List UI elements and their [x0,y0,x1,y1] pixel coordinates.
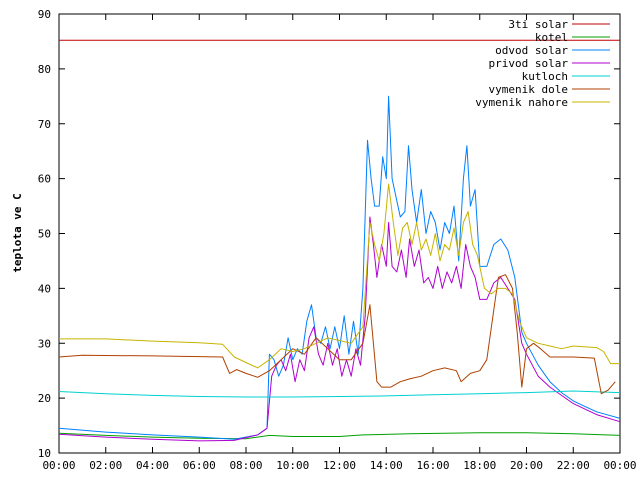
series-line-vymenik-nahore [59,183,620,369]
y-tick-label: 30 [38,337,51,350]
x-axis: 00:00 02:00 04:00 06:00 08:00 10:00 12:00 14:00… [42,14,637,472]
x-tick-label: 18:00 [463,459,496,472]
x-tick-label: 06:00 [183,459,216,472]
series-line-kutloch [58,390,621,398]
y-tick-label: 40 [38,282,51,295]
y-tick-label: 80 [38,63,51,76]
legend-label-3ti-solar: 3ti solar [508,18,568,31]
x-tick-label: 02:00 [89,459,122,472]
y-axis: 10 20 30 40 50 60 70 80 90 [38,8,620,460]
x-tick-label: 16:00 [416,459,449,472]
x-tick-label: 10:00 [276,459,309,472]
series-line-odvod-solar [58,95,621,440]
series-lines [58,39,621,442]
y-tick-label: 20 [38,392,51,405]
legend-label-kutloch: kutloch [522,70,568,83]
series-line-vymenik-dole [58,274,616,395]
y-tick-label: 90 [38,8,51,21]
x-tick-label: 14:00 [370,459,403,472]
x-tick-label: 20:00 [510,459,543,472]
y-tick-label: 60 [38,173,51,186]
series-line-kotel [58,432,621,440]
x-tick-label: 00:00 [42,459,75,472]
x-tick-label: 22:00 [557,459,590,472]
y-axis-title: teplota ve C [11,193,24,272]
x-tick-label: 08:00 [229,459,262,472]
legend-label-vymenik-dole: vymenik dole [489,83,568,96]
x-tick-label: 00:00 [603,459,636,472]
y-tick-label: 10 [38,447,51,460]
legend-label-vymenik-nahore: vymenik nahore [475,96,568,109]
x-tick-label: 04:00 [136,459,169,472]
x-tick-label: 12:00 [323,459,356,472]
y-tick-label: 70 [38,118,51,131]
series-line-privod-solar [58,216,621,442]
legend-label-odvod-solar: odvod solar [495,44,568,57]
legend-label-privod-solar: privod solar [489,57,569,70]
legend-label-kotel: kotel [535,31,568,44]
y-tick-label: 50 [38,228,51,241]
